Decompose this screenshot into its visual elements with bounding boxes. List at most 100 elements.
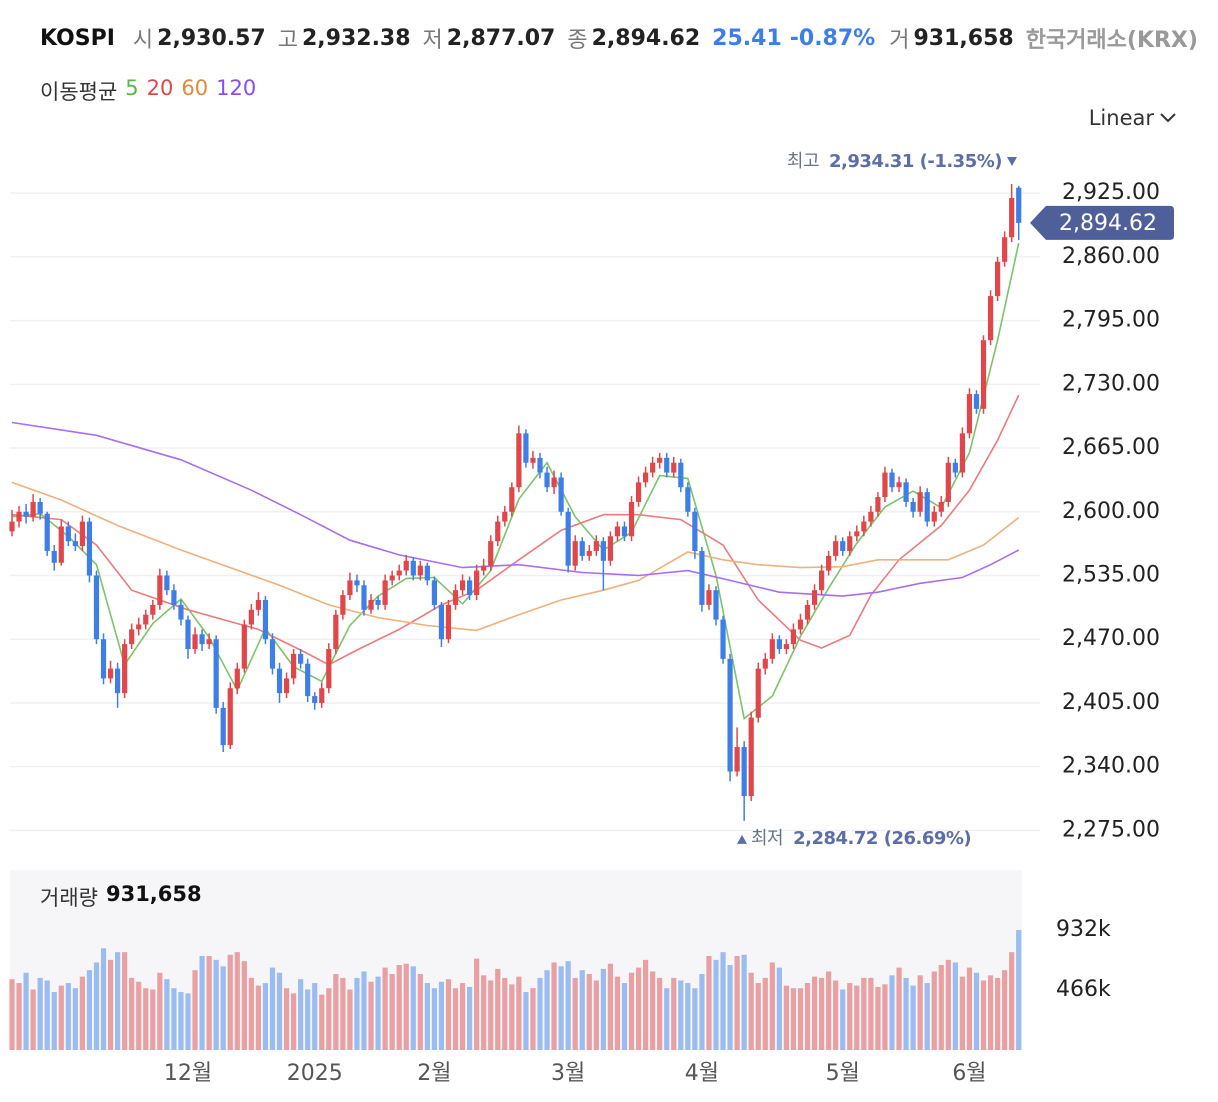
volume-bar (115, 952, 121, 1050)
y-tick-label: 2,470.00 (1062, 626, 1160, 651)
candle-body (1016, 187, 1022, 223)
candle-body (706, 590, 712, 605)
volume-bar (100, 948, 107, 1050)
candle-body (481, 565, 487, 571)
volume-bar (875, 986, 881, 1050)
candle-body (93, 575, 100, 640)
candle-body (276, 668, 283, 694)
volume-bar (382, 967, 388, 1050)
volume-bar (840, 989, 846, 1050)
candle-body (333, 614, 339, 650)
low-key: 최저 (751, 828, 783, 849)
y-tick-label: 2,405.00 (1062, 690, 1160, 715)
y-tick-label: 2,860.00 (1062, 244, 1160, 269)
candle-body (241, 624, 247, 669)
candle-body (558, 477, 564, 512)
candle-body (959, 433, 965, 473)
candle-body (72, 541, 78, 547)
volume-bar (79, 976, 85, 1050)
volume-bar (966, 967, 973, 1050)
volume-bar (720, 952, 726, 1050)
volume-bar (593, 980, 599, 1050)
volume-bar (171, 988, 177, 1050)
legend-item: 5 (125, 76, 139, 100)
candle-body (600, 541, 606, 561)
candle-body (23, 511, 29, 517)
candle-body (227, 688, 233, 746)
volume-bar (72, 988, 78, 1050)
candle-body (459, 580, 466, 591)
candle-body (375, 600, 381, 605)
candle-body (143, 614, 149, 625)
y-tick-label: 2,275.00 (1062, 817, 1160, 842)
volume-bar (192, 970, 198, 1050)
candle-body (790, 629, 797, 645)
quote-value: 2,877.07 (446, 25, 556, 51)
candle-body (748, 717, 754, 797)
volume-bar (917, 975, 923, 1050)
candle-body (565, 511, 571, 566)
low-marker (737, 834, 747, 844)
volume-label: 거래량 (40, 886, 98, 910)
volume-bar (516, 976, 522, 1050)
volume-bar (347, 989, 353, 1050)
volume-bar (51, 992, 57, 1050)
volume-bar (1016, 930, 1022, 1050)
volume-bar (305, 989, 311, 1050)
candle-body (727, 658, 733, 772)
candle-body (305, 663, 311, 697)
volume-bar (643, 959, 649, 1050)
scale-mode[interactable]: Linear (1088, 106, 1154, 130)
x-tick-label: 12월 (164, 1061, 212, 1086)
change-pct: -0.87% (789, 25, 876, 51)
volume-bar (868, 977, 874, 1050)
volume-bar (276, 972, 283, 1050)
volume-bar (410, 966, 416, 1050)
candle-body (889, 472, 895, 488)
candle-body (861, 521, 867, 532)
legend-item: 20 (146, 76, 174, 100)
candle-body (628, 501, 635, 537)
candle-body (551, 477, 557, 488)
candle-body (171, 590, 177, 605)
volume-bar (136, 981, 142, 1050)
candle-body (910, 501, 916, 512)
y-tick-label: 2,795.00 (1062, 308, 1160, 333)
volume-bar (1009, 952, 1015, 1050)
volume-bar (776, 967, 782, 1050)
candle-body (213, 639, 219, 708)
volume-bar (558, 966, 564, 1050)
volume-bar (298, 979, 304, 1050)
volume-bar (438, 981, 445, 1050)
y-tick-label: 2,600.00 (1062, 499, 1160, 524)
volume-bar (185, 993, 191, 1050)
candle-body (509, 487, 515, 512)
volume-bar (220, 966, 226, 1050)
candle-body (945, 462, 951, 502)
candle-body (368, 600, 374, 610)
x-tick-label: 4월 (685, 1061, 719, 1086)
volume-bar (445, 979, 452, 1050)
volume-bar (572, 977, 578, 1050)
candle-body (199, 634, 205, 645)
volume-bar (199, 956, 205, 1050)
candle-body (699, 550, 705, 605)
volume-bar (713, 959, 719, 1050)
candle-body (115, 668, 121, 694)
candle-body (354, 580, 360, 586)
candle-body (150, 604, 156, 615)
y-tick-label: 2,665.00 (1062, 435, 1160, 460)
volume-bar (241, 961, 247, 1050)
x-tick-label: 3월 (551, 1061, 585, 1086)
scale-toggle[interactable]: Linear (1089, 106, 1176, 130)
candle-body (607, 536, 613, 561)
candle-body (980, 340, 987, 409)
volume-bar (157, 972, 163, 1050)
volume-bar (650, 971, 656, 1050)
candle-body (474, 570, 480, 596)
x-tick-label: 5월 (826, 1061, 860, 1086)
candle-body (931, 511, 937, 522)
high-annotation: 최고 2,934.31 (-1.35%) (787, 151, 1002, 172)
candle-body (530, 457, 536, 463)
y-tick-label: 2,730.00 (1062, 371, 1160, 396)
